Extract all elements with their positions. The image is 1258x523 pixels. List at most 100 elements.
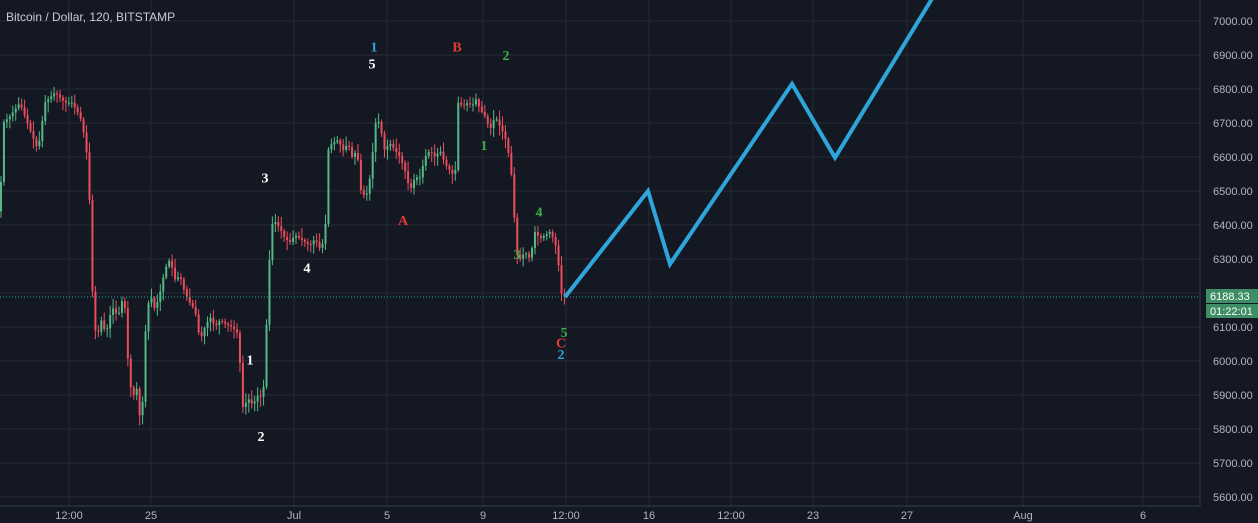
candle-body — [162, 277, 165, 292]
candle-body — [519, 254, 522, 259]
price-tick-label: 6400.00 — [1213, 220, 1253, 232]
candle-body — [227, 323, 230, 326]
candle-body — [218, 321, 221, 326]
candle-body — [194, 306, 197, 315]
price-tick-label: 6000.00 — [1213, 356, 1253, 368]
candle-body — [398, 151, 401, 156]
candle-body — [486, 115, 489, 124]
candle-body — [297, 235, 300, 238]
wave-label: 5 — [369, 58, 376, 73]
candle-body — [64, 100, 67, 103]
candle-body — [100, 320, 103, 332]
price-tick-label: 6600.00 — [1213, 152, 1253, 164]
candle-body — [371, 152, 374, 179]
candle-body — [451, 169, 454, 174]
candle-body — [421, 165, 424, 178]
candle-body — [88, 152, 91, 200]
price-tick-label: 5600.00 — [1213, 492, 1253, 504]
candle-body — [94, 291, 97, 331]
candle-body — [112, 308, 115, 315]
candle-body — [392, 143, 395, 148]
price-tick-label: 6100.00 — [1213, 322, 1253, 334]
wave-label: 1 — [371, 41, 378, 56]
candle-body — [460, 102, 463, 105]
candle-body — [295, 235, 297, 238]
candle-body — [47, 99, 50, 103]
candle-body — [212, 317, 215, 324]
wave-label: 1 — [481, 139, 488, 154]
candle-body — [336, 140, 339, 143]
time-axis-background[interactable] — [0, 506, 1200, 523]
candle-body — [241, 362, 244, 408]
candle-body — [477, 99, 480, 107]
time-tick-label: 23 — [807, 510, 819, 522]
candle-body — [330, 144, 333, 150]
candle-body — [129, 358, 132, 388]
candle-body — [59, 94, 61, 98]
price-tick-label: 6500.00 — [1213, 186, 1253, 198]
time-tick-label: 6 — [1140, 510, 1146, 522]
candle-body — [126, 308, 129, 359]
time-tick-label: 27 — [901, 510, 913, 522]
candle-body — [300, 237, 303, 240]
candle-body — [109, 314, 112, 329]
candle-body — [536, 232, 539, 236]
candle-body — [430, 151, 433, 153]
candle-body — [253, 401, 256, 404]
candle-body — [339, 140, 342, 145]
candle-body — [120, 301, 123, 313]
candle-body — [259, 395, 262, 397]
candle-body — [560, 265, 563, 294]
candle-body — [513, 174, 516, 218]
candle-body — [380, 121, 383, 134]
candle-body — [351, 147, 354, 157]
wave-label: 1 — [247, 353, 254, 368]
candle-body — [386, 146, 389, 150]
candle-body — [309, 243, 312, 245]
candle-body — [454, 169, 457, 174]
candle-body — [374, 123, 377, 153]
candle-body — [8, 116, 11, 120]
price-tick-label: 5700.00 — [1213, 458, 1253, 470]
candle-body — [383, 133, 386, 150]
candle-body — [448, 165, 451, 170]
candle-body — [82, 119, 85, 133]
price-axis-background[interactable] — [1200, 0, 1258, 523]
candle-body — [138, 388, 141, 416]
candle-body — [498, 119, 501, 126]
candle-body — [106, 328, 109, 330]
candle-body — [557, 245, 560, 266]
candle-body — [115, 308, 118, 314]
price-tick-label: 6700.00 — [1213, 118, 1253, 130]
candle-body — [97, 330, 100, 332]
candle-body — [29, 123, 32, 132]
candle-body — [321, 243, 324, 248]
price-tick-label: 7000.00 — [1213, 16, 1253, 28]
candle-body — [418, 177, 421, 179]
candle-body — [327, 149, 330, 224]
candle-body — [153, 297, 156, 308]
candle-body — [191, 302, 194, 307]
candle-body — [525, 253, 528, 255]
candle-body — [436, 153, 439, 157]
wave-label: 4 — [304, 262, 311, 277]
price-tick-label: 5900.00 — [1213, 390, 1253, 402]
candle-body — [247, 399, 250, 403]
candle-body — [123, 301, 126, 309]
candle-body — [103, 320, 106, 329]
candle-body — [433, 152, 436, 157]
candle-body — [466, 103, 469, 106]
wave-label: B — [452, 41, 461, 56]
candle-body — [221, 321, 224, 323]
candle-body — [230, 325, 233, 327]
candle-body — [289, 240, 292, 242]
candle-body — [510, 152, 513, 175]
candle-body — [348, 145, 351, 148]
candle-body — [85, 132, 88, 153]
candle-body — [318, 241, 321, 248]
candle-body — [144, 331, 147, 402]
candle-body — [262, 386, 265, 397]
